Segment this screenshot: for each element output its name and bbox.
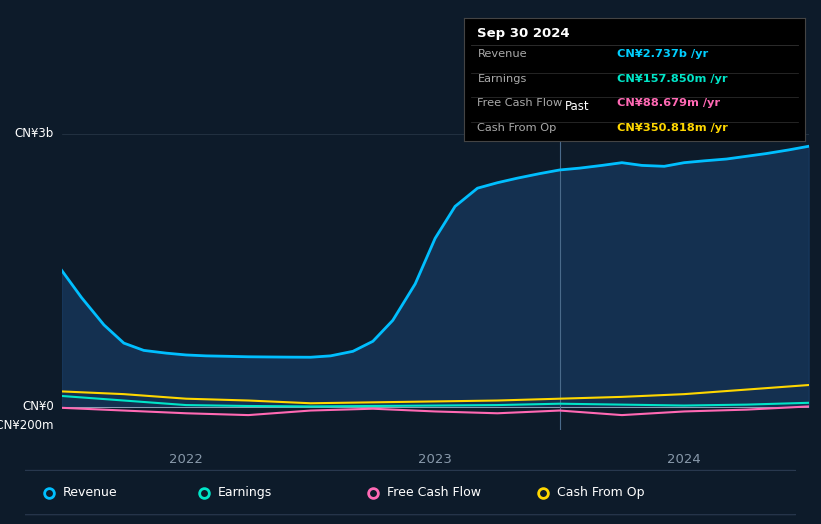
Text: Revenue: Revenue	[478, 49, 527, 59]
Text: Revenue: Revenue	[63, 486, 118, 499]
Text: Earnings: Earnings	[478, 74, 527, 84]
Text: -CN¥200m: -CN¥200m	[0, 419, 54, 432]
Text: Cash From Op: Cash From Op	[478, 123, 557, 133]
Text: Earnings: Earnings	[218, 486, 272, 499]
Text: 2024: 2024	[667, 453, 701, 466]
Text: CN¥157.850m /yr: CN¥157.850m /yr	[617, 74, 727, 84]
Text: CN¥88.679m /yr: CN¥88.679m /yr	[617, 99, 720, 108]
Text: Free Cash Flow: Free Cash Flow	[478, 99, 562, 108]
Text: Cash From Op: Cash From Op	[557, 486, 644, 499]
Text: Past: Past	[565, 100, 589, 113]
Text: Sep 30 2024: Sep 30 2024	[478, 27, 570, 40]
Text: CN¥350.818m /yr: CN¥350.818m /yr	[617, 123, 728, 133]
Text: Free Cash Flow: Free Cash Flow	[388, 486, 481, 499]
Text: 2022: 2022	[169, 453, 203, 466]
Text: CN¥3b: CN¥3b	[15, 127, 54, 140]
Text: 2023: 2023	[418, 453, 452, 466]
Text: CN¥0: CN¥0	[22, 400, 54, 413]
Text: CN¥2.737b /yr: CN¥2.737b /yr	[617, 49, 709, 59]
